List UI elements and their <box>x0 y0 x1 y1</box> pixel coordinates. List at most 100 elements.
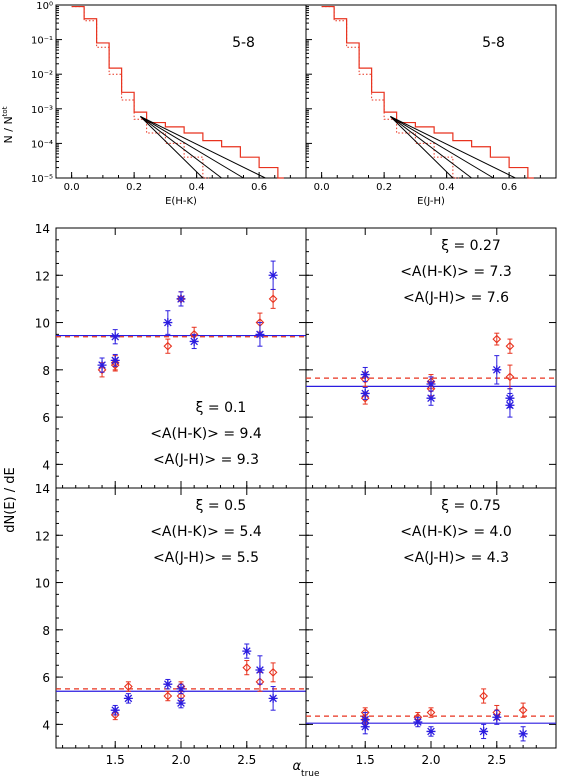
panel-mid-right-blue-point <box>360 388 370 398</box>
panel-mid-left-annotation-line: <A(J-H)> = 9.3 <box>153 452 259 468</box>
panel-bottom-right-blue-point <box>492 712 502 722</box>
panel-bottom-right-red-point <box>479 691 489 701</box>
panel-top-left-series-red-histogram-solid <box>71 5 284 179</box>
panel-bottom-right-xtick-label: 1.5 <box>356 753 375 767</box>
top-left-ytick-label: 10⁻² <box>31 70 53 81</box>
panel-bottom-right-blue-point <box>360 722 370 732</box>
panel-mid-right-annotation-line: ξ = 0.27 <box>441 238 501 254</box>
panel-bottom-left-blue-point <box>268 693 278 703</box>
panel-bottom-left-blue-point <box>255 665 265 675</box>
panel-top-left-series-red-histogram-dotted <box>71 6 209 179</box>
panel-top-left-frame <box>55 4 307 179</box>
panel-mid-left-red-point <box>97 365 107 375</box>
top-left-ytick-label: 10⁻⁵ <box>31 174 53 185</box>
panel-top-left-xtick-label: 0.0 <box>64 182 80 193</box>
panel-bottom-left-blue-point <box>176 698 186 708</box>
panel-mid-left-annotation-line: <A(H-K)> = 9.4 <box>150 426 262 442</box>
panel-bottom-right-blue-point <box>426 726 436 736</box>
panel-bottom-left-ytick-label: 6 <box>42 671 50 685</box>
panel-top-left-fit-line <box>140 116 266 179</box>
panel-bottom-left-xtick-label: 1.5 <box>106 753 125 767</box>
panel-bottom-right-blue-point <box>413 717 423 727</box>
panel-top-left-xlabel: E(H-K) <box>165 196 197 207</box>
top-left-ytick-label: 10⁻³ <box>31 105 53 116</box>
panel-mid-left-annotation-line: ξ = 0.1 <box>196 400 247 416</box>
panel-top-left-fit-line <box>140 116 222 179</box>
panel-top-right-series-red-histogram-dotted <box>321 6 459 179</box>
panel-bottom-left-ytick-label: 10 <box>35 577 50 591</box>
panel-bottom-right-annotation-line: <A(H-K)> = 4.0 <box>400 524 512 540</box>
panel-mid-right-blue-point <box>426 379 436 389</box>
panel-mid-left-blue-point <box>268 270 278 280</box>
panel-bottom-right-xtick-label: 2.5 <box>487 753 506 767</box>
panel-top-right-fit-line <box>390 116 516 179</box>
panel-mid-right-red-point <box>505 372 515 382</box>
panel-bottom-right-red-point <box>426 708 436 717</box>
panel-top-right-fit-line <box>390 116 472 179</box>
panel-mid-right-red-point <box>505 341 515 351</box>
panel-bottom-left-red-point <box>110 710 120 720</box>
panel-mid-right-blue-point <box>505 400 515 410</box>
top-left-ytick-label: 10⁻⁴ <box>31 139 53 150</box>
panel-bottom-left-red-point <box>255 677 265 687</box>
panel-top-left-fit-line <box>140 116 204 179</box>
panel-top-right-xtick-label: 0.2 <box>376 182 392 193</box>
panel-bottom-left-ytick-label: 14 <box>35 482 50 496</box>
panel-bottom-left-red-point <box>163 691 173 701</box>
panel-mid-right-red-point <box>360 374 370 384</box>
panel-mid-left-ytick-label: 8 <box>42 364 50 378</box>
panel-bottom-left-ytick-label: 8 <box>42 624 50 638</box>
panel-bottom-right-blue-point <box>518 729 528 739</box>
panel-mid-left-ytick-label: 12 <box>35 269 50 283</box>
panel-bottom-left-blue-point <box>110 705 120 715</box>
panel-mid-left-red-point <box>163 341 173 351</box>
panel-mid-left-red-point <box>268 294 278 304</box>
panel-mid-left-ytick-label: 6 <box>42 411 50 425</box>
panel-mid-left-ytick-label: 10 <box>35 317 50 331</box>
panel-bottom-left-red-point <box>268 667 278 677</box>
panel-bottom-right-red-point <box>518 705 528 715</box>
panel-bottom-left-ytick-label: 4 <box>42 718 50 732</box>
panel-top-right-xtick-label: 0.4 <box>439 182 455 193</box>
panel-mid-right-blue-point <box>360 370 370 380</box>
panel-mid-right-annotation-line: <A(H-K)> = 7.3 <box>400 264 512 280</box>
panel-mid-left-ytick-label: 4 <box>42 458 50 472</box>
panel-bottom-right-annotation-line: ξ = 0.75 <box>441 498 501 514</box>
panel-bottom-left-annotation-line: <A(H-K)> = 5.4 <box>150 524 262 540</box>
panel-mid-right-red-point <box>492 334 502 344</box>
panel-top-right-xtick-label: 0.0 <box>314 182 330 193</box>
panel-bottom-left-red-point <box>123 682 133 691</box>
panel-bottom-right-annotation-line: <A(J-H)> = 4.3 <box>403 550 509 566</box>
panel-mid-left-red-point <box>110 360 120 370</box>
panel-top-right-fit-line <box>390 116 494 179</box>
panel-mid-left-blue-point <box>176 294 186 304</box>
panel-mid-left-blue-point <box>255 329 265 339</box>
panel-mid-left-blue-point <box>110 332 120 342</box>
panel-top-right-series-red-histogram-solid <box>321 5 534 179</box>
panel-bottom-left-blue-point <box>123 693 133 703</box>
top-left-ytick-label: 10⁻¹ <box>31 36 53 47</box>
panel-top-right-frame <box>305 4 557 179</box>
top-left-ytick-label: 10⁰ <box>36 1 53 12</box>
panel-top-right-annotation: 5-8 <box>482 35 505 51</box>
panel-bottom-left-xtick-label: 2.5 <box>237 753 256 767</box>
panel-top-left-xtick-label: 0.4 <box>189 182 205 193</box>
panel-bottom-left-xtick-label: 2.0 <box>171 753 190 767</box>
panel-top-left-annotation: 5-8 <box>232 35 255 51</box>
panel-mid-left-frame <box>55 227 307 489</box>
panel-top-right-xlabel: E(J-H) <box>417 196 445 207</box>
panel-bottom-right-xtick-label: 2.0 <box>421 753 440 767</box>
panel-mid-right-blue-point <box>492 365 502 375</box>
panel-mid-left-blue-point <box>110 355 120 365</box>
panel-mid-left-blue-point <box>163 318 173 328</box>
panel-bottom-right-blue-point <box>479 726 489 736</box>
panel-top-left-xtick-label: 0.2 <box>126 182 142 193</box>
panel-mid-right-red-point <box>360 393 370 403</box>
panels: 0.0 0.2 0.4 0.6 10⁻⁵ 10⁻⁴ 10⁻³ 10⁻² 10⁻¹ 10⁰ 5-8 E(… <box>31 1 557 767</box>
panel-mid-right-blue-point <box>426 393 436 403</box>
panel-mid-left-ytick-label: 14 <box>35 222 50 236</box>
panel-bottom-left-ytick-label: 12 <box>35 529 50 543</box>
top-ylabel: N / Ntot <box>1 106 15 143</box>
bottom-ylabel: dN(E) / dE <box>3 467 18 532</box>
